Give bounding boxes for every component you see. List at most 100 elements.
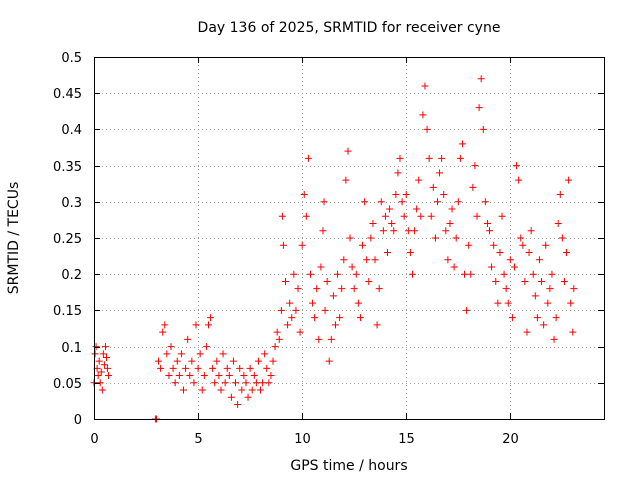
data-point (367, 234, 375, 242)
data-point (171, 379, 179, 387)
data-point (508, 314, 516, 322)
data-point (202, 343, 210, 351)
data-point (438, 154, 446, 162)
data-point (433, 198, 441, 206)
data-point (402, 191, 410, 199)
data-point (483, 220, 491, 228)
data-point (481, 198, 489, 206)
data-point (175, 372, 183, 380)
data-point (344, 147, 352, 155)
data-point (496, 248, 504, 256)
data-point (313, 285, 321, 293)
data-point (320, 198, 328, 206)
data-point (392, 191, 400, 199)
data-point (278, 212, 286, 220)
y-tick-label: 0.1 (61, 341, 82, 356)
data-point (325, 357, 333, 365)
data-point (494, 299, 502, 307)
data-point (446, 220, 454, 228)
data-point (515, 176, 523, 184)
data-point (336, 314, 344, 322)
axis-ticks (94, 57, 604, 420)
data-point (232, 379, 240, 387)
data-point (417, 212, 425, 220)
data-point (169, 364, 177, 372)
data-point (311, 314, 319, 322)
data-point (525, 248, 533, 256)
data-point (95, 357, 103, 365)
data-point (375, 285, 383, 293)
data-point (102, 353, 110, 361)
data-point (570, 285, 578, 293)
data-point (454, 198, 462, 206)
data-point (105, 372, 113, 380)
data-point (234, 401, 242, 409)
data-point (452, 234, 460, 242)
data-point (342, 176, 350, 184)
x-tick-label: 0 (90, 432, 98, 447)
data-point (182, 364, 190, 372)
data-point (413, 205, 421, 213)
data-point (227, 393, 235, 401)
data-point (510, 263, 518, 271)
data-point (552, 314, 560, 322)
data-point (465, 241, 473, 249)
data-point (92, 343, 100, 351)
data-point (371, 256, 379, 264)
data-point (275, 335, 283, 343)
data-point (535, 256, 543, 264)
data-point (204, 321, 212, 329)
data-point (323, 277, 331, 285)
data-point (429, 183, 437, 191)
data-point (259, 379, 267, 387)
x-tick-label: 20 (502, 432, 519, 447)
data-point (388, 220, 396, 228)
data-point (498, 212, 506, 220)
data-point (250, 372, 258, 380)
data-point (192, 321, 200, 329)
chart-title: Day 136 of 2025, SRMTID for receiver cyn… (198, 20, 501, 36)
data-point (396, 154, 404, 162)
data-point (390, 227, 398, 235)
data-point (94, 372, 102, 380)
data-point (475, 104, 483, 112)
data-point (569, 328, 577, 336)
data-point (340, 256, 348, 264)
data-point (502, 285, 510, 293)
data-point (236, 364, 244, 372)
data-point (294, 285, 302, 293)
data-point (271, 343, 279, 351)
data-point (263, 364, 271, 372)
data-point (240, 372, 248, 380)
data-point (411, 227, 419, 235)
data-point (517, 234, 525, 242)
data-point (363, 256, 371, 264)
data-point (352, 270, 360, 278)
data-point (450, 263, 458, 271)
data-point (467, 270, 475, 278)
data-point (221, 379, 229, 387)
data-point (350, 285, 358, 293)
data-point (442, 227, 450, 235)
x-tick-label: 15 (398, 432, 415, 447)
y-tick-labels: 0 0.05 0.1 0.15 0.2 0.25 0.3 0.35 0.4 0.45 0.5 (53, 51, 82, 428)
data-point (290, 270, 298, 278)
data-point (161, 321, 169, 329)
data-point (386, 205, 394, 213)
data-point (296, 328, 304, 336)
y-tick-label: 0.3 (61, 196, 82, 211)
data-point (284, 321, 292, 329)
data-point (288, 314, 296, 322)
data-point (469, 183, 477, 191)
data-point (473, 212, 481, 220)
data-point (421, 82, 429, 90)
data-point (196, 350, 204, 358)
data-point (200, 372, 208, 380)
data-point (500, 270, 508, 278)
data-point (408, 270, 416, 278)
data-point (554, 220, 562, 228)
data-point (157, 364, 165, 372)
data-point (219, 350, 227, 358)
data-point (99, 350, 107, 358)
data-point (246, 364, 254, 372)
